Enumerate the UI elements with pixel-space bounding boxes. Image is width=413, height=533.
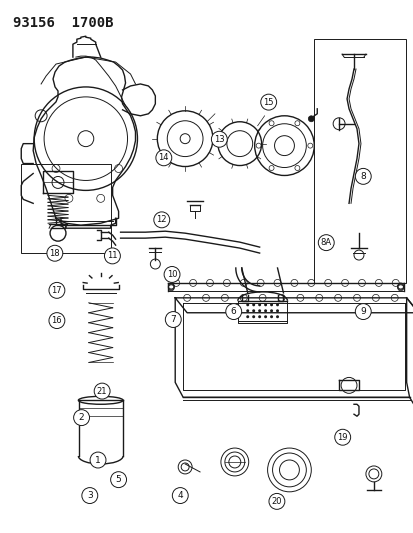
Circle shape — [354, 168, 370, 184]
Circle shape — [275, 309, 278, 312]
Text: 15: 15 — [263, 98, 273, 107]
Circle shape — [252, 303, 254, 306]
Circle shape — [154, 212, 169, 228]
Text: 11: 11 — [107, 252, 117, 261]
Circle shape — [318, 235, 333, 251]
Text: 14: 14 — [158, 154, 169, 163]
Circle shape — [246, 309, 249, 312]
Circle shape — [104, 248, 120, 264]
Circle shape — [252, 309, 254, 312]
Circle shape — [269, 315, 273, 318]
Circle shape — [354, 304, 370, 319]
Circle shape — [269, 309, 273, 312]
Text: 21: 21 — [97, 386, 107, 395]
Circle shape — [90, 452, 106, 468]
Text: 12: 12 — [156, 215, 166, 224]
Circle shape — [258, 303, 261, 306]
Bar — [313, 39, 405, 283]
Circle shape — [263, 309, 266, 312]
Circle shape — [268, 494, 284, 510]
Circle shape — [258, 309, 261, 312]
Text: 6: 6 — [230, 307, 236, 316]
Circle shape — [165, 312, 181, 327]
Circle shape — [164, 266, 180, 282]
Circle shape — [74, 410, 89, 425]
Circle shape — [263, 303, 266, 306]
Circle shape — [269, 303, 273, 306]
Text: 5: 5 — [115, 475, 121, 484]
Text: 8: 8 — [360, 172, 365, 181]
Circle shape — [211, 131, 227, 147]
Text: 3: 3 — [87, 491, 93, 500]
Text: 9: 9 — [360, 307, 365, 316]
Text: 20: 20 — [271, 497, 282, 506]
Text: 17: 17 — [52, 286, 62, 295]
Circle shape — [94, 383, 110, 399]
Circle shape — [246, 315, 249, 318]
Text: 8A: 8A — [320, 238, 331, 247]
Text: 18: 18 — [50, 249, 60, 258]
Text: 19: 19 — [337, 433, 347, 442]
Text: 1: 1 — [95, 456, 101, 465]
Circle shape — [110, 472, 126, 488]
Circle shape — [334, 429, 350, 445]
Circle shape — [172, 488, 188, 504]
Text: 2: 2 — [78, 413, 84, 422]
Text: 7: 7 — [170, 315, 176, 324]
Text: 4: 4 — [177, 491, 183, 500]
Circle shape — [82, 488, 97, 504]
Circle shape — [258, 315, 261, 318]
Circle shape — [263, 315, 266, 318]
Circle shape — [308, 116, 313, 122]
Circle shape — [49, 282, 65, 298]
Circle shape — [49, 313, 65, 328]
Circle shape — [275, 315, 278, 318]
Circle shape — [225, 304, 241, 319]
Circle shape — [47, 245, 63, 261]
Circle shape — [156, 150, 171, 166]
Text: 16: 16 — [52, 316, 62, 325]
Text: 93156  1700B: 93156 1700B — [13, 17, 114, 30]
Text: 13: 13 — [214, 135, 224, 144]
Circle shape — [246, 303, 249, 306]
Circle shape — [260, 94, 276, 110]
Bar — [21, 164, 110, 253]
Text: 10: 10 — [166, 270, 177, 279]
Circle shape — [275, 303, 278, 306]
Circle shape — [252, 315, 254, 318]
